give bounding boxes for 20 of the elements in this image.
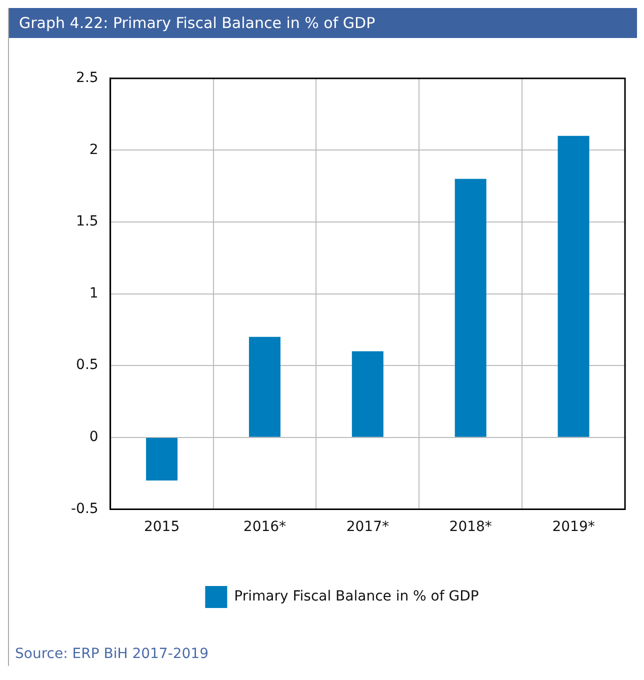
source-note: Source: ERP BiH 2017-2019 [14,645,210,664]
x-tick-label: 2018* [449,519,492,536]
legend-label: Primary Fiscal Balance in % of GDP [234,588,479,605]
y-tick-label: 1 [89,285,98,302]
bar [454,178,486,437]
y-tick-label: 2.5 [76,70,98,86]
y-tick-label: 1.5 [76,214,98,230]
x-tick-label: 2019* [552,519,595,536]
x-tick-label: 2015 [144,519,180,536]
y-tick-label: -0.5 [70,500,98,517]
bar [558,136,590,437]
bar [352,351,384,437]
y-tick-label: 0.5 [76,357,98,374]
x-tick-label: 2016* [243,519,286,536]
chart-title: Graph 4.22: Primary Fiscal Balance in % of GDP [9,8,637,38]
bar [248,336,280,437]
y-tick-label: 2 [89,142,98,158]
x-tick-label: 2017* [346,519,389,536]
bar [146,438,178,480]
y-tick-label: 0 [89,429,98,446]
